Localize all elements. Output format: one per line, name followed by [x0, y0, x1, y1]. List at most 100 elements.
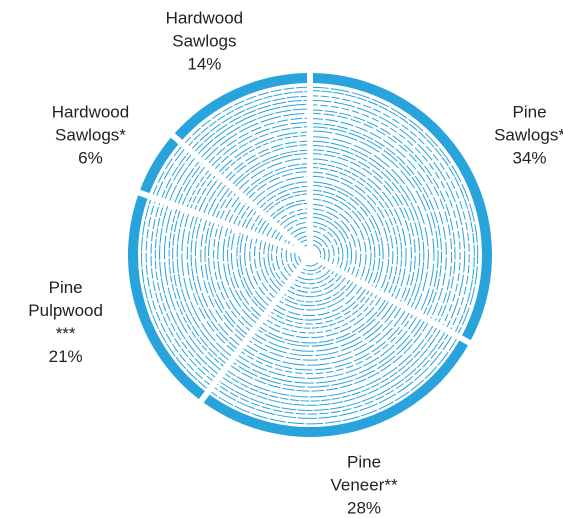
value-label: 21%	[48, 347, 83, 367]
value-label: 14%	[187, 54, 222, 74]
category-label: Hardwood Sawlogs	[165, 8, 244, 51]
ring-line	[163, 204, 224, 373]
ring-line	[236, 229, 267, 315]
ring-line	[309, 225, 340, 270]
ring-line	[154, 201, 218, 380]
ring-line	[230, 227, 264, 319]
bark	[309, 73, 492, 343]
ring-line	[181, 210, 234, 359]
value-label: 28%	[347, 498, 382, 518]
ring-line	[287, 272, 344, 293]
ring-line	[240, 310, 412, 371]
ring-line	[309, 109, 456, 326]
tree-rings	[201, 260, 470, 437]
ring-line	[268, 288, 371, 325]
ring-line	[309, 144, 421, 309]
ring-line	[243, 307, 407, 366]
ring-line	[228, 320, 430, 392]
slice-gap	[132, 187, 312, 258]
category-label: Pine Sawlogs*	[494, 102, 563, 145]
value-label: 6%	[78, 148, 103, 168]
ring-line	[233, 316, 423, 384]
ring-line	[213, 126, 311, 172]
ring-line	[263, 292, 379, 334]
ring-line	[309, 90, 475, 335]
ring-line	[281, 277, 352, 303]
category-label: Hardwood Sawlogs*	[51, 102, 130, 145]
slice-label: Pine Sawlogs* 34%	[484, 101, 563, 170]
ring-line	[204, 218, 248, 340]
ring-line	[298, 263, 328, 275]
ring-line	[255, 298, 391, 347]
ring-line	[239, 230, 269, 312]
ring-line	[213, 221, 253, 333]
ring-line	[249, 234, 275, 304]
ring-line	[254, 235, 278, 300]
ring-line	[240, 163, 311, 196]
ring-line	[309, 153, 412, 305]
ring-line	[236, 157, 311, 192]
ring-line	[160, 150, 191, 201]
ring-line	[270, 286, 368, 321]
ring-line	[243, 167, 311, 198]
ring-line	[309, 95, 470, 333]
ring-line	[227, 226, 262, 322]
ring-line	[309, 239, 326, 263]
ring-line	[238, 311, 415, 375]
ring-line	[309, 136, 429, 313]
tree-rings	[128, 192, 304, 401]
ring-line	[159, 203, 221, 377]
ring-line	[309, 126, 439, 318]
ring-line	[233, 153, 311, 189]
ring-line	[309, 189, 376, 287]
ring-line	[151, 144, 184, 198]
ring-line	[172, 207, 229, 366]
ring-line	[202, 112, 311, 163]
ring-line	[309, 208, 357, 278]
ring-line	[263, 193, 311, 216]
slice-gap	[195, 253, 313, 408]
ring-line	[235, 314, 419, 379]
slice-gap	[308, 252, 477, 349]
ring-line	[309, 149, 416, 306]
ring-line	[208, 336, 459, 425]
ring-line	[249, 303, 399, 357]
ring-line	[192, 99, 311, 154]
ring-line	[309, 171, 394, 296]
ring-line	[268, 199, 311, 220]
ring-line	[250, 176, 311, 204]
bark	[128, 192, 208, 401]
ring-line	[309, 112, 453, 324]
ring-line	[309, 193, 372, 285]
ring-line	[257, 185, 311, 211]
ring-line	[230, 149, 311, 187]
ring-line	[309, 162, 403, 300]
ring-line	[194, 215, 242, 348]
ring-line	[141, 196, 210, 391]
ring-line	[216, 329, 447, 411]
ring-line	[176, 209, 231, 362]
ring-line	[252, 301, 395, 352]
ring-line	[254, 181, 311, 208]
ring-line	[270, 202, 311, 222]
bark	[201, 337, 470, 437]
ring-line	[309, 212, 353, 276]
ring-line	[244, 232, 272, 308]
ring-line	[309, 86, 479, 337]
category-label: Pine Pulpwood ***	[28, 278, 103, 344]
ring-line	[155, 146, 187, 199]
ring-line	[219, 327, 443, 406]
ring-line	[281, 245, 294, 279]
ring-line	[266, 290, 375, 329]
ring-line	[279, 279, 355, 307]
ring-line	[292, 268, 336, 285]
ring-line	[217, 223, 256, 330]
ring-line	[275, 243, 291, 283]
slice-label: Hardwood Sawlogs* 6%	[44, 101, 136, 170]
bark	[172, 73, 311, 143]
ring-line	[163, 152, 194, 202]
ring-line	[189, 95, 311, 152]
ring-line	[145, 198, 213, 387]
